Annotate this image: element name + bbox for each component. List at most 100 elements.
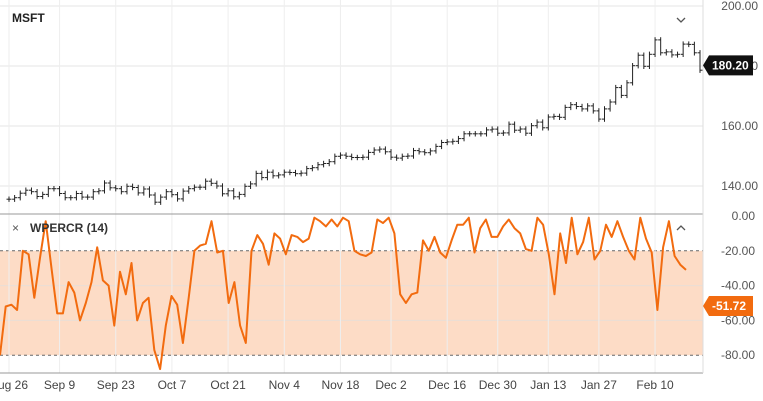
- ohlc-bar: [523, 126, 529, 136]
- ohlc-bar: [253, 170, 259, 187]
- chevron-down-icon[interactable]: [676, 17, 686, 23]
- ohlc-bar: [191, 184, 197, 192]
- last-price-tag: 180.20: [703, 55, 753, 76]
- ohlc-bar: [360, 154, 366, 161]
- ohlc-bar: [528, 123, 534, 136]
- ohlc-bar: [596, 108, 602, 122]
- ohlc-bar: [433, 143, 439, 154]
- ohlc-bar: [68, 195, 74, 201]
- ohlc-bar: [484, 127, 490, 137]
- ohlc-bar: [450, 138, 456, 145]
- ohlc-bar: [332, 153, 338, 165]
- ohlc-bar: [444, 139, 450, 146]
- close-indicator-icon[interactable]: ×: [12, 221, 19, 235]
- ohlc-bar: [57, 186, 63, 197]
- x-tick-label: Jan 27: [581, 378, 617, 392]
- price-panel-title: MSFT: [12, 11, 45, 25]
- price-tick-label: 200.00: [721, 0, 758, 13]
- ohlc-bar: [62, 190, 68, 201]
- x-tick-label: Nov 18: [321, 378, 359, 392]
- ohlc-bar: [293, 169, 299, 177]
- ohlc-bar: [562, 104, 568, 120]
- ohlc-bar: [45, 186, 51, 198]
- ohlc-bar: [12, 195, 18, 202]
- x-tick-label: Sep 9: [44, 378, 76, 392]
- ohlc-bar: [135, 184, 141, 196]
- ohlc-bar: [73, 190, 79, 201]
- ohlc-bar: [130, 183, 136, 191]
- ohlc-bar: [658, 37, 664, 56]
- wpercr-tick-label: -60.00: [721, 313, 755, 327]
- ohlc-bar: [180, 188, 186, 202]
- ohlc-bar: [635, 52, 641, 69]
- ohlc-bar: [461, 131, 467, 142]
- ohlc-bar: [85, 194, 91, 200]
- ohlc-bar: [500, 130, 506, 136]
- ohlc-bar: [264, 169, 270, 181]
- ohlc-bar: [382, 146, 388, 155]
- ohlc-bar: [23, 187, 29, 196]
- ohlc-bar: [298, 170, 304, 177]
- ohlc-bars: [6, 37, 703, 205]
- ohlc-bar: [225, 188, 231, 197]
- ohlc-bar: [377, 146, 383, 153]
- ohlc-bar: [405, 153, 411, 159]
- ohlc-bar: [107, 180, 113, 191]
- price-tick-label: 160.00: [721, 119, 758, 133]
- wpercr-tick-label: -80.00: [721, 348, 755, 362]
- ohlc-bar: [495, 126, 501, 136]
- x-tick-label: Feb 10: [636, 378, 674, 392]
- ohlc-bar: [624, 80, 630, 99]
- ohlc-bar: [517, 126, 523, 133]
- ohlc-bar: [242, 183, 248, 198]
- ohlc-bar: [6, 196, 12, 202]
- ohlc-bar: [326, 159, 332, 167]
- ohlc-bar: [28, 187, 34, 195]
- ohlc-bar: [152, 192, 158, 205]
- x-tick-label: Dec 2: [375, 378, 407, 392]
- ohlc-bar: [630, 63, 636, 86]
- ohlc-bar: [208, 178, 214, 186]
- ohlc-bar: [613, 84, 619, 105]
- ohlc-bar: [214, 180, 220, 189]
- ohlc-bar: [691, 41, 697, 56]
- ohlc-bar: [231, 188, 237, 200]
- ohlc-bar: [545, 114, 551, 131]
- ohlc-bar: [641, 52, 647, 69]
- ohlc-bar: [354, 154, 360, 161]
- chevron-up-icon[interactable]: [676, 225, 686, 231]
- ohlc-bar: [601, 106, 607, 122]
- ohlc-bar: [663, 49, 669, 56]
- last-price-label: 180.20: [712, 58, 749, 72]
- ohlc-bar: [607, 99, 613, 112]
- ohlc-bar: [422, 149, 428, 156]
- ohlc-bar: [309, 165, 315, 172]
- ohlc-bar: [270, 169, 276, 179]
- ohlc-bar: [40, 191, 46, 200]
- ohlc-bar: [146, 186, 152, 198]
- ohlc-bar: [618, 84, 624, 99]
- ohlc-bar: [680, 41, 686, 57]
- wpercr-band: [0, 250, 703, 356]
- ohlc-bar: [557, 113, 563, 120]
- ohlc-bar: [540, 119, 546, 131]
- ohlc-bar: [478, 131, 484, 137]
- ohlc-bar: [427, 148, 433, 156]
- wpercr-tick-label: -40.00: [721, 279, 755, 293]
- ohlc-bar: [669, 49, 675, 58]
- ohlc-bar: [51, 186, 57, 192]
- price-grid: [0, 5, 703, 187]
- x-tick-label: Dec 30: [479, 378, 517, 392]
- ohlc-bar: [163, 189, 169, 200]
- x-tick-label: Oct 7: [158, 378, 187, 392]
- ohlc-bar: [349, 153, 355, 161]
- ohlc-bar: [276, 172, 282, 179]
- ohlc-bar: [281, 169, 287, 178]
- ohlc-bar: [506, 121, 512, 136]
- ohlc-bar: [585, 103, 591, 112]
- ohlc-bar: [102, 180, 108, 194]
- ohlc-bar: [467, 131, 473, 137]
- ohlc-bar: [697, 50, 703, 73]
- ohlc-bar: [315, 162, 321, 171]
